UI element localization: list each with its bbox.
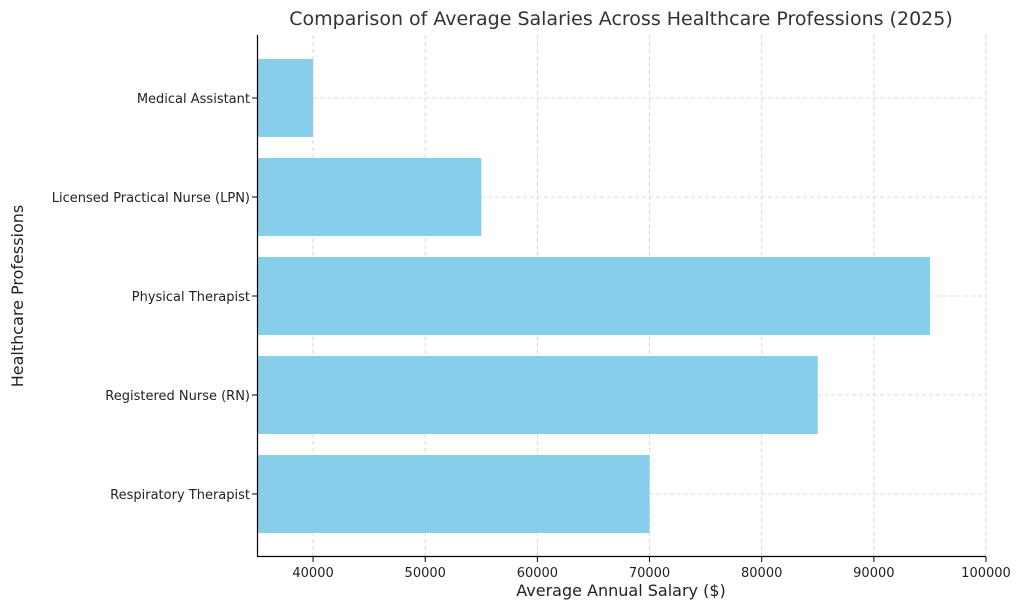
bar — [257, 455, 650, 533]
y-tick-label: Registered Nurse (RN) — [105, 389, 250, 404]
x-tick-label: 40000 — [292, 566, 333, 581]
y-axis-label: Healthcare Professions — [8, 205, 27, 388]
x-tick-label: 100000 — [961, 566, 1011, 581]
bar-layer — [257, 59, 930, 533]
x-tick-label: 90000 — [853, 566, 894, 581]
x-tick-label: 80000 — [741, 566, 782, 581]
chart-title: Comparison of Average Salaries Across He… — [289, 8, 953, 30]
x-tick-label: 50000 — [405, 566, 446, 581]
x-tick-label: 60000 — [517, 566, 558, 581]
bar — [257, 257, 930, 335]
y-tick-label: Medical Assistant — [137, 92, 250, 107]
y-tick-label: Licensed Practical Nurse (LPN) — [52, 191, 250, 206]
x-tick-label: 70000 — [629, 566, 670, 581]
bar — [257, 158, 482, 236]
y-tick-label: Physical Therapist — [132, 290, 250, 305]
y-tick-label: Respiratory Therapist — [110, 488, 250, 503]
tick-layer: 40000 50000 60000 70000 80000 90000 100000 Medi… — [52, 92, 1011, 581]
x-axis-label: Average Annual Salary ($) — [516, 581, 726, 600]
bar — [257, 59, 314, 137]
bar — [257, 356, 818, 434]
